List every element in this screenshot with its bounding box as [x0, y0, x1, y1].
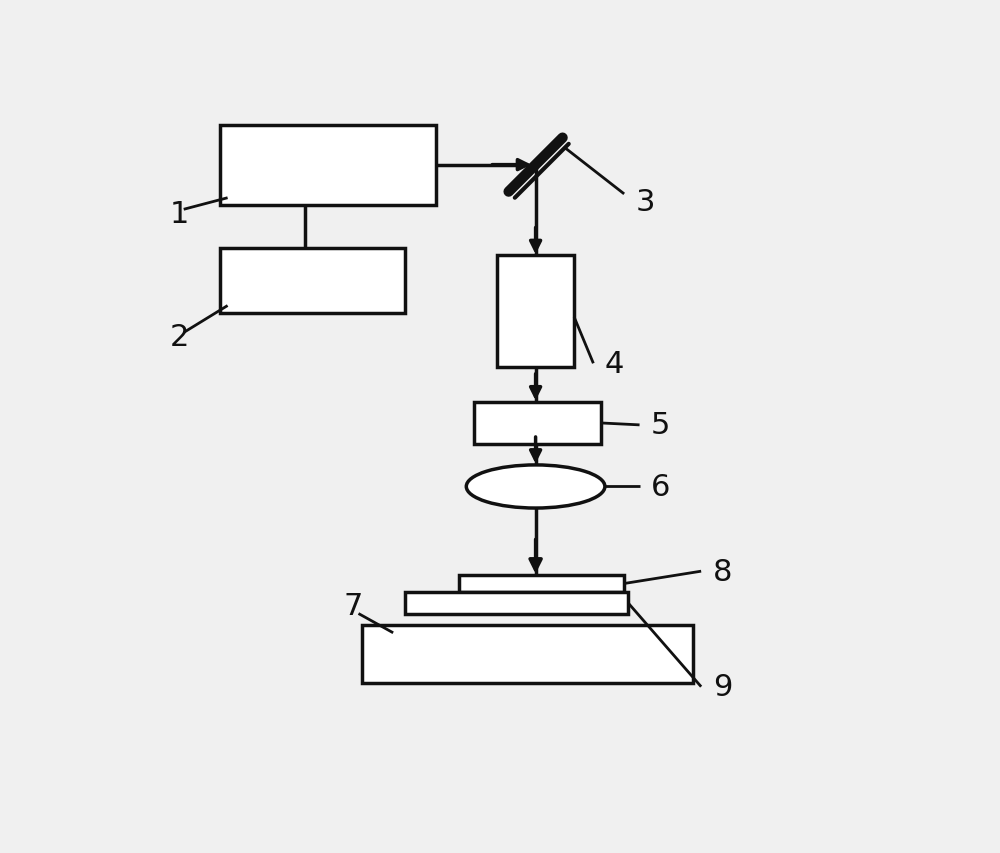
- Text: 6: 6: [651, 473, 670, 502]
- Text: 3: 3: [636, 188, 655, 217]
- Text: 2: 2: [170, 322, 189, 351]
- Bar: [362, 625, 693, 683]
- Bar: [405, 592, 628, 614]
- Text: 9: 9: [713, 672, 732, 701]
- Bar: [459, 576, 624, 592]
- Text: 4: 4: [605, 350, 624, 379]
- Bar: [474, 403, 601, 444]
- Text: 7: 7: [343, 592, 362, 621]
- Ellipse shape: [466, 466, 605, 508]
- Bar: [497, 256, 574, 368]
- Bar: [220, 125, 436, 206]
- Text: 1: 1: [170, 200, 189, 229]
- Bar: [220, 248, 405, 314]
- Text: 5: 5: [651, 411, 670, 440]
- Text: 8: 8: [713, 557, 732, 586]
